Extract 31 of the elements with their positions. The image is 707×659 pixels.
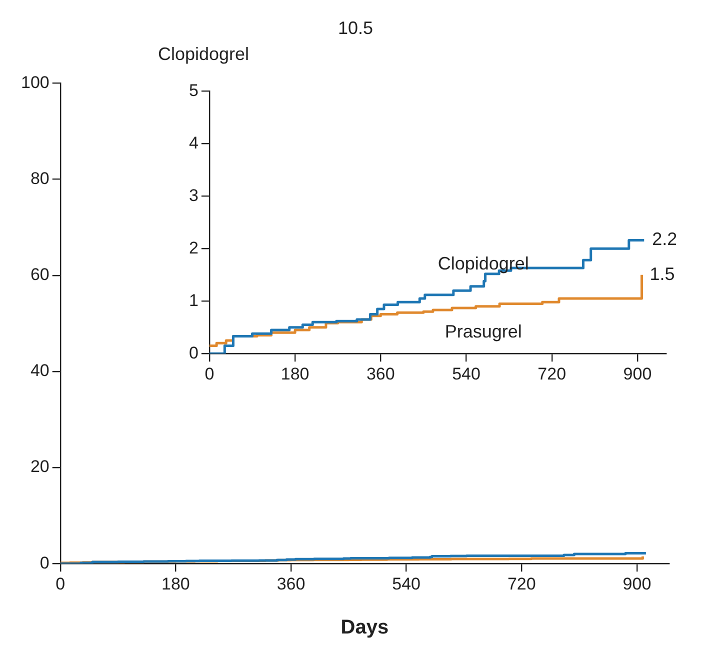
x-tick-label: 0	[204, 364, 214, 384]
x-tick-label: 900	[622, 574, 652, 594]
text: 10.5	[338, 18, 374, 39]
y-tick-label: 80	[30, 168, 50, 188]
x-tick-label: 540	[392, 574, 421, 594]
y-tick-label: 100	[20, 72, 50, 92]
y-tick-label: 4	[188, 133, 198, 152]
text: Clopidogrel	[158, 44, 250, 65]
annotation: 2.2	[652, 229, 678, 250]
x-tick-label: 360	[366, 364, 395, 384]
annotation: 1.5	[650, 264, 675, 284]
x-tick-label: 720	[507, 574, 536, 594]
y-tick-label: 3	[188, 186, 198, 205]
x-tick-label: 180	[280, 364, 310, 384]
x-tick-label: 540	[452, 364, 480, 384]
x-tick-label: 0	[56, 574, 66, 594]
x-tick-label: 720	[538, 364, 566, 384]
y-tick-label: 2	[188, 238, 198, 258]
y-tick-label: 40	[30, 361, 50, 380]
x-tick-label: 900	[623, 364, 652, 384]
y-tick-label: 1	[188, 290, 198, 310]
x-tick-label: 180	[161, 574, 190, 594]
y-tick-label: 0	[40, 553, 50, 572]
series-label: Prasugrel	[444, 321, 522, 342]
x-tick-label: 360	[276, 574, 306, 594]
y-tick-label: 5	[188, 80, 198, 100]
y-tick-label: 0	[188, 343, 198, 362]
y-tick-label: 60	[30, 265, 50, 284]
series-label: Clopidogrel	[438, 253, 529, 274]
x-axis-title: Days	[340, 616, 389, 639]
y-tick-label: 20	[30, 457, 50, 476]
